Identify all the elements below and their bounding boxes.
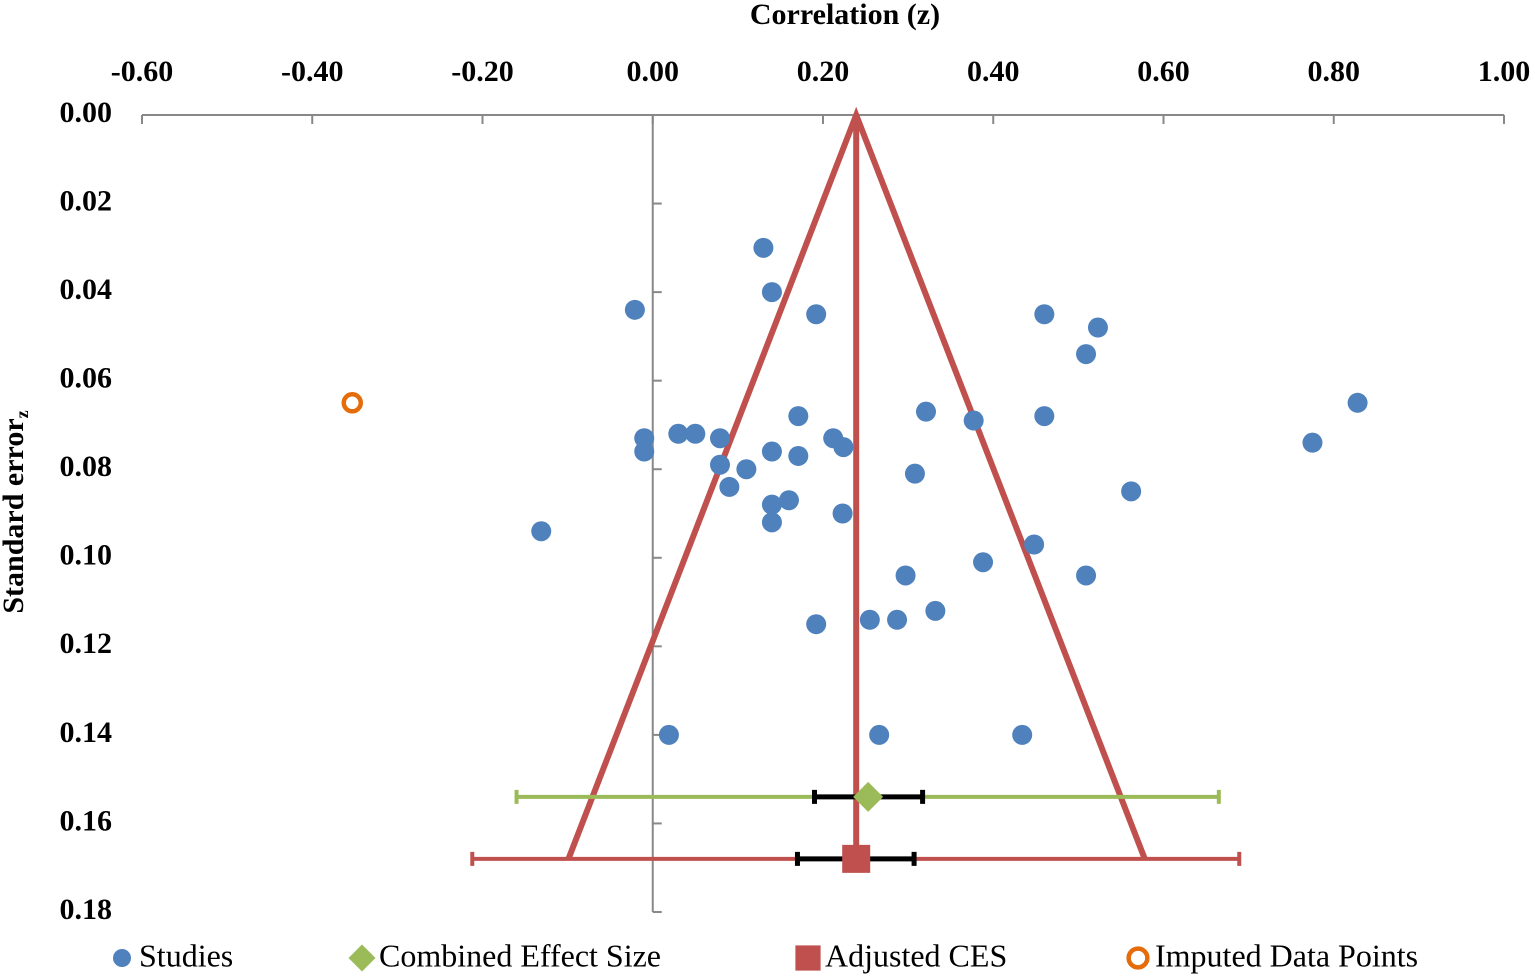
study-point [788, 406, 809, 427]
study-point [634, 441, 655, 462]
study-point [624, 299, 645, 320]
study-point [531, 521, 552, 542]
study-point [806, 304, 827, 325]
adjusted-marker [842, 844, 871, 873]
study-point [806, 614, 827, 635]
y-tick-label: 0.10 [60, 539, 113, 572]
y-tick-label: 0.18 [60, 893, 113, 926]
y-tick-label: 0.06 [60, 362, 113, 395]
study-point [832, 503, 853, 524]
legend-marker [113, 949, 131, 967]
study-point [761, 512, 782, 533]
study-point [963, 410, 984, 431]
study-point [859, 609, 880, 630]
study-point [904, 463, 925, 484]
x-tick-label: -0.60 [111, 55, 174, 88]
study-point [869, 724, 890, 745]
x-tick-label: 1.00 [1478, 55, 1531, 88]
x-tick-label: 0.80 [1308, 55, 1361, 88]
study-point [895, 565, 916, 586]
x-tick-label: -0.40 [281, 55, 344, 88]
x-axis-title: Correlation (z) [750, 0, 940, 31]
study-point [719, 476, 740, 497]
y-tick-label: 0.04 [60, 273, 113, 306]
y-tick-label: 0.16 [60, 804, 113, 837]
study-point [778, 490, 799, 511]
study-point [973, 552, 994, 573]
study-point [1121, 481, 1142, 502]
y-tick-label: 0.12 [60, 627, 113, 660]
legend-label: Imputed Data Points [1155, 937, 1418, 973]
y-tick-label: 0.02 [60, 184, 113, 217]
y-tick-label: 0.00 [60, 96, 113, 129]
study-point [1024, 534, 1045, 555]
study-point [685, 423, 706, 444]
x-tick-label: 0.00 [627, 55, 680, 88]
study-point [668, 423, 689, 444]
study-point [1076, 344, 1097, 365]
y-tick-label: 0.14 [60, 716, 113, 749]
study-point [736, 459, 757, 480]
study-point [925, 600, 946, 621]
study-point [1347, 392, 1368, 413]
x-tick-label: -0.20 [451, 55, 514, 88]
legend-label: Combined Effect Size [379, 937, 661, 973]
study-point [1087, 317, 1108, 338]
combined-marker [853, 781, 884, 812]
study-point [658, 724, 679, 745]
y-axis-title-main: Standard error [0, 418, 30, 613]
legend-marker [795, 945, 821, 971]
study-point [761, 494, 782, 515]
y-axis-title: Standard errorz [0, 410, 32, 613]
legend-label: Adjusted CES [825, 937, 1007, 973]
x-tick-label: 0.40 [967, 55, 1020, 88]
legend-marker [1126, 946, 1150, 970]
study-point [761, 282, 782, 303]
study-point [1034, 406, 1055, 427]
study-point [887, 609, 908, 630]
study-point [1034, 304, 1055, 325]
study-point [709, 454, 730, 475]
y-axis-title-subscript: z [12, 410, 32, 418]
study-point [709, 428, 730, 449]
study-point [1302, 432, 1323, 453]
legend-label: Studies [139, 937, 233, 973]
legend-marker [348, 944, 376, 972]
x-tick-label: 0.20 [797, 55, 850, 88]
study-point [833, 437, 854, 458]
study-point [788, 445, 809, 466]
study-point [753, 237, 774, 258]
study-point [761, 441, 782, 462]
study-point [1076, 565, 1097, 586]
x-tick-label: 0.60 [1137, 55, 1190, 88]
study-point [916, 401, 937, 422]
y-tick-label: 0.08 [60, 450, 113, 483]
study-point [1012, 724, 1033, 745]
imputed-point [341, 392, 364, 414]
